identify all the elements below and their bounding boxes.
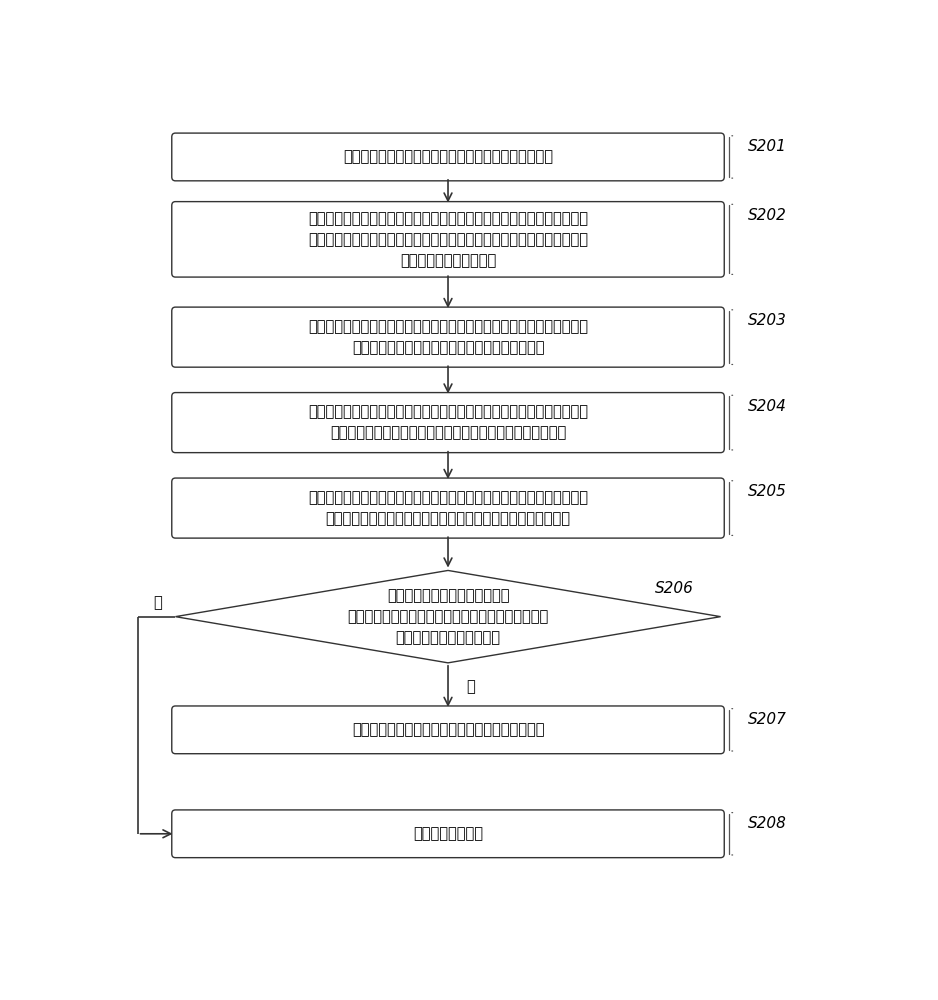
Text: S204: S204 — [748, 399, 786, 414]
Text: S206: S206 — [655, 581, 694, 596]
FancyBboxPatch shape — [172, 706, 724, 754]
Text: S202: S202 — [748, 208, 786, 223]
Text: 终端清除该扩展存储器中包含的该目标应用的缓存: 终端清除该扩展存储器中包含的该目标应用的缓存 — [352, 722, 544, 737]
FancyBboxPatch shape — [172, 202, 724, 277]
Polygon shape — [175, 570, 720, 663]
Text: 终端将该目标应用包名及该目标用户标识号作为运行参数，在只读存储器
中查找该目标应用的缓存，并将查找到的该目标应用的缓存清除: 终端将该目标应用包名及该目标用户标识号作为运行参数，在只读存储器 中查找该目标应… — [308, 490, 588, 526]
FancyBboxPatch shape — [172, 307, 724, 367]
Text: 当检测到应用缓存清除操作时，终端确定需要清除应用缓存的目标用户账
号和目标应用，该目标用户账号为非当前用户账号: 当检测到应用缓存清除操作时，终端确定需要清除应用缓存的目标用户账 号和目标应用，… — [308, 319, 588, 355]
Text: S208: S208 — [748, 816, 786, 831]
Text: 终端获取当前用户账号外的用户账号对应的用户标识号: 终端获取当前用户账号外的用户账号对应的用户标识号 — [343, 149, 553, 164]
Text: S201: S201 — [748, 139, 786, 154]
Text: S205: S205 — [748, 484, 786, 499]
FancyBboxPatch shape — [172, 133, 724, 181]
FancyBboxPatch shape — [172, 393, 724, 453]
FancyBboxPatch shape — [172, 810, 724, 858]
Text: 否: 否 — [154, 595, 162, 610]
Text: 终端将各用户标识号作为运行参数，获取与当前用户账号外的各用户账号
对应的应用管理列表，各应用管理列表中包含相应的用户账号对应的存储
空间中安装的应用的信息: 终端将各用户标识号作为运行参数，获取与当前用户账号外的各用户账号 对应的应用管理… — [308, 211, 588, 268]
Text: 是: 是 — [466, 679, 475, 694]
Text: S207: S207 — [748, 712, 786, 727]
Text: S203: S203 — [748, 313, 786, 328]
Text: 终端将该目标应用包名及该目标
用户标识号作为运行参数，检测终端的扩展存储器中
是否包含该目标应用的缓存: 终端将该目标应用包名及该目标 用户标识号作为运行参数，检测终端的扩展存储器中 是… — [347, 588, 549, 645]
Text: 终端在与该目标用户账号对应的应用管理列表中，获取与该目标用户账号
对应的目标用户标识号，及与该目标应用对应的目标应用包名: 终端在与该目标用户账号对应的应用管理列表中，获取与该目标用户账号 对应的目标用户… — [308, 405, 588, 441]
FancyBboxPatch shape — [172, 478, 724, 538]
Text: 终端执行其它操作: 终端执行其它操作 — [413, 826, 483, 841]
